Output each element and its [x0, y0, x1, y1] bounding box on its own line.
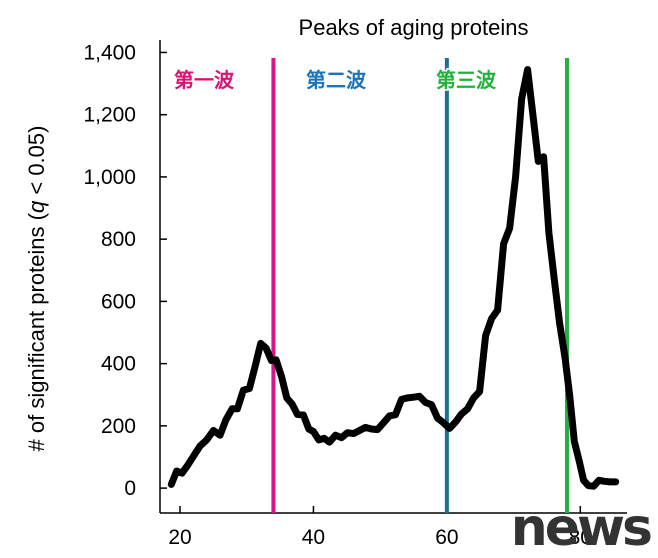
y-tick-label: 1,400: [83, 41, 136, 64]
x-tick-label: 80: [569, 526, 592, 549]
wave-lines: 第一波 第二波 第三波: [173, 58, 569, 513]
x-tick-label: 60: [435, 526, 458, 549]
y-tick-label: 200: [101, 415, 136, 438]
y-axis-label-part: # of significant proteins (: [24, 212, 49, 451]
y-tick-label: 0: [124, 477, 136, 500]
wave-label: 第二波: [306, 68, 367, 92]
y-tick-label: 600: [101, 290, 136, 313]
y-axis-label: # of significant proteins (q < 0.05): [24, 126, 49, 452]
series-line: [167, 66, 620, 490]
y-axis-label-part: < 0.05): [24, 126, 49, 201]
y-tick-label: 800: [101, 228, 136, 251]
wave-label: 第三波: [436, 68, 497, 92]
wave-label: 第一波: [174, 68, 235, 92]
x-tick-label: 20: [168, 526, 191, 549]
x-tick-label: 40: [302, 526, 325, 549]
y-tick-label: 400: [101, 353, 136, 376]
y-tick-label: 1,200: [83, 104, 136, 127]
y-axis-label-part: q: [24, 200, 49, 213]
axes: 0 200 400 600 800 1,000 1,200 1,400 20 40 60 80: [83, 40, 627, 549]
y-tick-label: 1,000: [83, 166, 136, 189]
series-group: [167, 66, 620, 490]
chart-title: Peaks of aging proteins: [299, 15, 529, 40]
news-watermark-logo: news: [510, 498, 653, 558]
